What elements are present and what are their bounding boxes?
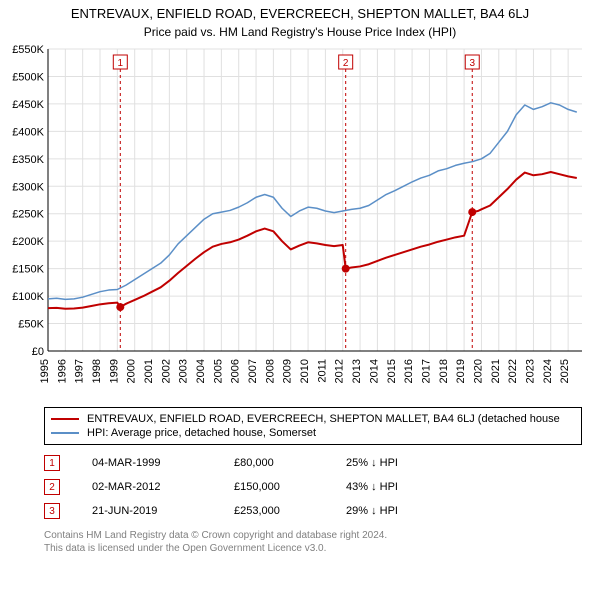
x-tick-label: 2003 [178, 359, 190, 383]
property-line [48, 172, 577, 309]
y-tick-label: £350K [12, 154, 44, 166]
title-block: ENTREVAUX, ENFIELD ROAD, EVERCREECH, SHE… [0, 0, 600, 41]
sale-price: £150,000 [234, 481, 314, 493]
legend-label: ENTREVAUX, ENFIELD ROAD, EVERCREECH, SHE… [87, 413, 560, 425]
y-tick-label: £50K [18, 319, 44, 331]
y-tick-label: £150K [12, 264, 44, 276]
line-chart: £0 £50K £100K £150K £200K £250K £300K £350K £400… [0, 41, 600, 401]
x-tick-label: 1995 [39, 359, 51, 383]
x-tick-label: 2012 [334, 359, 346, 383]
y-tick-label: £100K [12, 291, 44, 303]
y-tick-label: £250K [12, 209, 44, 221]
x-tick-label: 1999 [108, 359, 120, 383]
x-tick-label: 2014 [368, 359, 380, 383]
hpi-line [48, 103, 577, 300]
x-tick-label: 2017 [420, 359, 432, 383]
sale-point [342, 265, 350, 273]
sale-point [116, 303, 124, 311]
y-tick-label: £450K [12, 99, 44, 111]
x-tick-label: 2006 [230, 359, 242, 383]
sale-row: 3 21-JUN-2019 £253,000 29% ↓ HPI [44, 499, 582, 523]
x-tick-label: 2009 [282, 359, 294, 383]
x-tick-label: 2008 [264, 359, 276, 383]
x-tick-label: 2002 [160, 359, 172, 383]
x-tick-label: 1997 [74, 359, 86, 383]
chart-container: ENTREVAUX, ENFIELD ROAD, EVERCREECH, SHE… [0, 0, 600, 555]
x-tick-label: 2016 [403, 359, 415, 383]
x-tick-label: 2019 [455, 359, 467, 383]
legend: ENTREVAUX, ENFIELD ROAD, EVERCREECH, SHE… [44, 407, 582, 445]
legend-item: HPI: Average price, detached house, Some… [51, 426, 575, 440]
x-tick-label: 2001 [143, 359, 155, 383]
x-tick-label: 2024 [542, 359, 554, 383]
sale-price: £253,000 [234, 505, 314, 517]
sale-row: 2 02-MAR-2012 £150,000 43% ↓ HPI [44, 475, 582, 499]
title-main: ENTREVAUX, ENFIELD ROAD, EVERCREECH, SHE… [4, 6, 596, 21]
sale-badge: 2 [44, 479, 60, 495]
x-tick-label: 2015 [386, 359, 398, 383]
legend-swatch [51, 432, 79, 434]
y-tick-label: £200K [12, 236, 44, 248]
x-tick-label: 2005 [212, 359, 224, 383]
x-tick-label: 2010 [299, 359, 311, 383]
y-tick-label: £300K [12, 181, 44, 193]
sale-vs-hpi: 29% ↓ HPI [346, 505, 436, 517]
x-tick-label: 2025 [559, 359, 571, 383]
x-tick-label: 1998 [91, 359, 103, 383]
x-tick-label: 1996 [56, 359, 68, 383]
y-tick-label: £550K [12, 44, 44, 56]
title-sub: Price paid vs. HM Land Registry's House … [4, 25, 596, 39]
x-tick-label: 2000 [126, 359, 138, 383]
event-badge-number: 3 [469, 58, 475, 69]
x-tick-label: 2007 [247, 359, 259, 383]
x-tick-label: 2023 [524, 359, 536, 383]
sales-table: 1 04-MAR-1999 £80,000 25% ↓ HPI 2 02-MAR-2012… [44, 451, 582, 523]
sale-price: £80,000 [234, 457, 314, 469]
event-badge-number: 1 [118, 58, 124, 69]
x-tick-label: 2021 [490, 359, 502, 383]
legend-item: ENTREVAUX, ENFIELD ROAD, EVERCREECH, SHE… [51, 412, 575, 426]
sale-badge: 3 [44, 503, 60, 519]
sale-row: 1 04-MAR-1999 £80,000 25% ↓ HPI [44, 451, 582, 475]
legend-swatch [51, 418, 79, 420]
footer-line-2: This data is licensed under the Open Gov… [44, 542, 582, 555]
y-tick-label: £500K [12, 71, 44, 83]
sale-vs-hpi: 43% ↓ HPI [346, 481, 436, 493]
legend-label: HPI: Average price, detached house, Some… [87, 427, 316, 439]
x-tick-label: 2011 [316, 359, 328, 383]
footer-note: Contains HM Land Registry data © Crown c… [44, 529, 582, 555]
x-tick-label: 2013 [351, 359, 363, 383]
sale-vs-hpi: 25% ↓ HPI [346, 457, 436, 469]
sale-date: 02-MAR-2012 [92, 481, 202, 493]
footer-line-1: Contains HM Land Registry data © Crown c… [44, 529, 582, 542]
y-tick-label: £0 [32, 346, 44, 358]
x-tick-label: 2018 [438, 359, 450, 383]
sale-date: 04-MAR-1999 [92, 457, 202, 469]
sale-badge: 1 [44, 455, 60, 471]
event-badge-number: 2 [343, 58, 349, 69]
sale-point [468, 208, 476, 216]
x-tick-label: 2004 [195, 359, 207, 383]
sale-date: 21-JUN-2019 [92, 505, 202, 517]
x-tick-label: 2020 [472, 359, 484, 383]
y-tick-label: £400K [12, 126, 44, 138]
x-tick-label: 2022 [507, 359, 519, 383]
